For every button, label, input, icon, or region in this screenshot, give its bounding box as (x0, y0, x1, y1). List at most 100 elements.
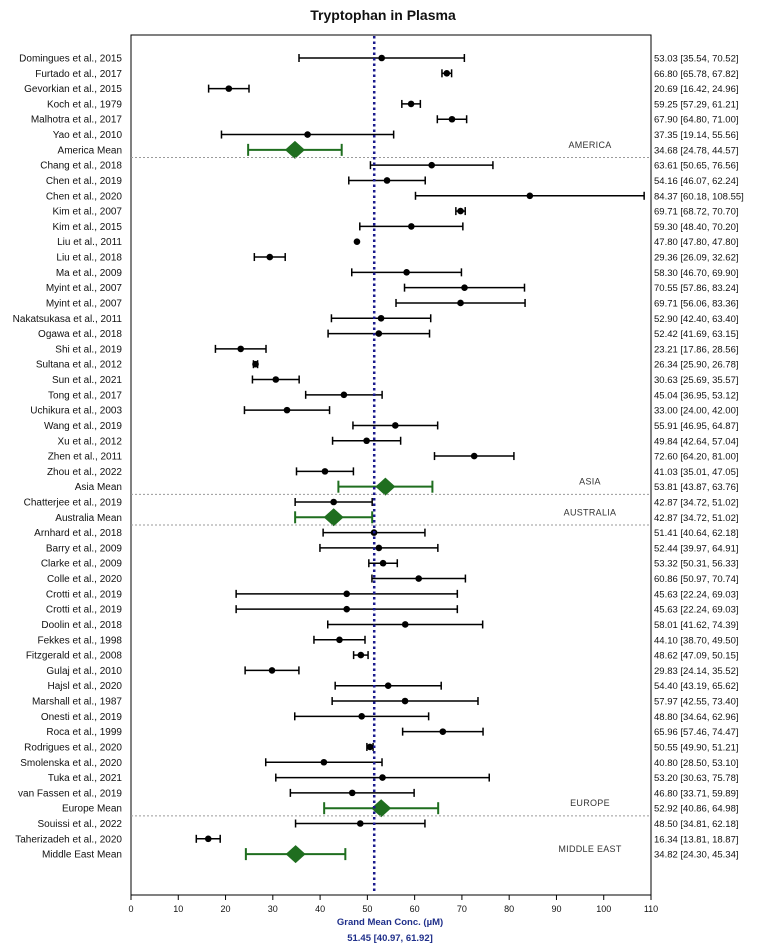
study-point (336, 636, 343, 644)
study-point (375, 544, 383, 552)
study-point (320, 758, 328, 766)
study-estimate: 47.80 [47.80, 47.80] (654, 237, 739, 248)
region-mean-label: Australia Mean (55, 513, 122, 524)
study-label: Hajsl et al., 2020 (48, 681, 123, 692)
study-estimate: 53.03 [35.54, 70.52] (654, 54, 739, 65)
study-point (357, 651, 365, 659)
study-estimate: 48.50 [34.81, 62.18] (654, 819, 739, 830)
study-label: Zhou et al., 2022 (47, 467, 122, 478)
study-label: Domingues et al., 2015 (19, 54, 122, 65)
study-point (353, 238, 361, 246)
study-estimate: 84.37 [60.18, 108.55] (654, 191, 744, 202)
x-tick-label: 20 (221, 904, 231, 914)
study-label: Arnhard et al., 2018 (34, 528, 122, 539)
region-label: EUROPE (570, 798, 610, 808)
study-label: Myint et al., 2007 (46, 298, 123, 309)
chart-title: Tryptophan in Plasma (310, 7, 456, 23)
x-tick-label: 100 (596, 904, 611, 914)
x-tick-label: 90 (551, 904, 561, 914)
study-label: Chatterjee et al., 2019 (24, 497, 123, 508)
region-mean-label: Middle East Mean (42, 850, 122, 861)
study-label: Myint et al., 2007 (46, 283, 123, 294)
study-label: Tuka et al., 2021 (48, 773, 123, 784)
study-label: Koch et al., 1979 (47, 99, 122, 110)
study-point (457, 299, 464, 307)
x-tick-label: 30 (268, 904, 278, 914)
study-point (378, 54, 385, 62)
study-label: Shi et al., 2019 (55, 344, 122, 355)
study-estimate: 46.80 [33.71, 59.89] (654, 788, 739, 799)
study-point (343, 605, 351, 613)
study-label: Malhotra et al., 2017 (31, 115, 123, 126)
study-label: Smolenska et al., 2020 (20, 758, 122, 769)
study-estimate: 23.21 [17.86, 28.56] (654, 344, 739, 355)
study-point (363, 437, 370, 445)
study-point (304, 131, 311, 138)
region-label: MIDDLE EAST (558, 844, 622, 854)
study-point (401, 697, 409, 705)
study-label: Yao et al., 2010 (53, 130, 123, 141)
study-estimate: 60.86 [50.97, 70.74] (654, 574, 739, 585)
study-label: Furtado et al., 2017 (35, 69, 122, 80)
study-label: Souissi et al., 2022 (38, 819, 123, 830)
study-point (358, 713, 365, 720)
study-estimate: 58.01 [41.62, 74.39] (654, 620, 739, 631)
study-estimate: 52.90 [42.40, 63.40] (654, 314, 739, 325)
study-point (470, 452, 478, 460)
study-estimate: 55.91 [46.95, 64.87] (654, 421, 739, 432)
study-point (375, 330, 383, 337)
study-point (403, 269, 410, 276)
region-mean-estimate: 34.82 [24.30, 45.34] (654, 850, 739, 861)
study-estimate: 42.87 [34.72, 51.02] (654, 497, 739, 508)
study-point (379, 559, 387, 567)
study-point (448, 115, 456, 123)
study-estimate: 69.71 [68.72, 70.70] (654, 207, 739, 218)
region-mean-estimate: 34.68 [24.78, 44.57] (654, 145, 739, 156)
study-estimate: 59.30 [48.40, 70.20] (654, 222, 739, 233)
study-estimate: 41.03 [35.01, 47.05] (654, 467, 739, 478)
region-mean-diamond (375, 477, 396, 496)
x-tick-label: 40 (315, 904, 325, 914)
study-label: Liu et al., 2011 (57, 237, 122, 248)
study-label: Crotti et al., 2019 (46, 605, 123, 616)
study-point (225, 85, 233, 92)
study-estimate: 33.00 [24.00, 42.00] (654, 406, 739, 417)
study-label: Onesti et al., 2019 (41, 712, 123, 723)
region-mean-diamond (285, 845, 306, 864)
study-estimate: 52.44 [39.97, 64.91] (654, 543, 739, 554)
study-label: Sun et al., 2021 (52, 375, 122, 386)
study-point (392, 422, 399, 429)
study-label: Sultana et al., 2012 (36, 360, 123, 371)
study-point (401, 621, 409, 628)
study-estimate: 54.40 [43.19, 65.62] (654, 681, 739, 692)
study-estimate: 51.41 [40.64, 62.18] (654, 528, 739, 539)
study-label: Gulaj et al., 2010 (46, 666, 122, 677)
study-label: Ogawa et al., 2018 (38, 329, 122, 340)
study-estimate: 16.34 [13.81, 18.87] (654, 834, 739, 845)
study-label: Chang et al., 2018 (40, 161, 122, 172)
plot-frame (130, 34, 652, 896)
study-estimate: 72.60 [64.20, 81.00] (654, 452, 739, 463)
region-mean-diamond (323, 508, 344, 527)
study-label: Colle et al., 2020 (47, 574, 122, 585)
x-tick-label: 10 (173, 904, 183, 914)
study-label: Gevorkian et al., 2015 (24, 84, 122, 95)
study-estimate: 69.71 [56.06, 83.36] (654, 298, 739, 309)
study-point (384, 682, 392, 690)
region-mean-diamond (284, 140, 305, 159)
study-label: Barry et al., 2009 (46, 543, 123, 554)
study-label: Nakatsukasa et al., 2011 (13, 314, 123, 325)
region-mean-label: Europe Mean (62, 804, 122, 815)
region-mean-diamond (371, 799, 392, 818)
study-point (415, 575, 423, 582)
study-label: Ma et al., 2009 (56, 268, 123, 279)
study-label: Roca et al., 1999 (46, 727, 122, 738)
study-point (439, 728, 447, 735)
study-estimate: 45.04 [36.95, 53.12] (654, 390, 739, 401)
x-tick-label: 0 (128, 904, 133, 914)
study-point (379, 774, 386, 781)
study-estimate: 57.97 [42.55, 73.40] (654, 697, 739, 708)
study-point (348, 789, 356, 797)
study-label: Doolin et al., 2018 (41, 620, 122, 631)
